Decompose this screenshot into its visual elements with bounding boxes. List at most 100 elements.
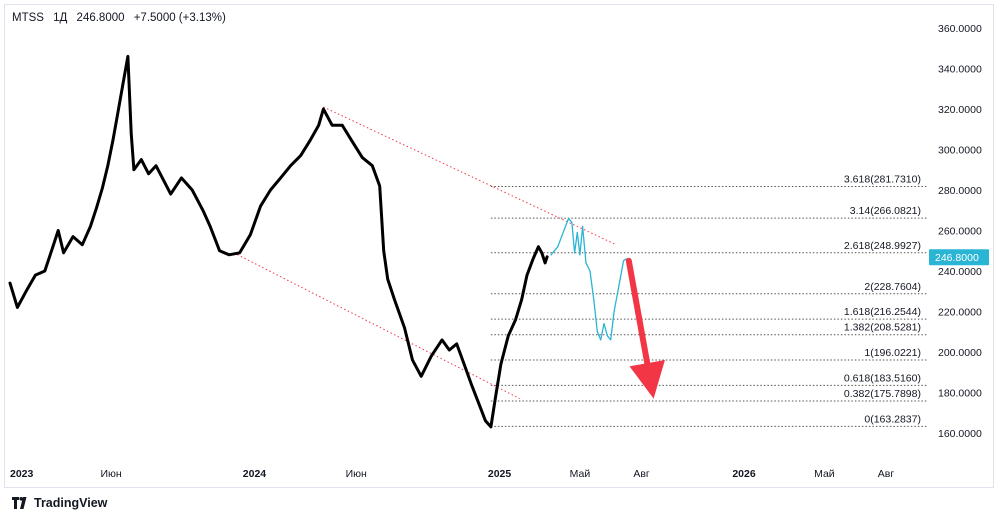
price-point	[420, 375, 422, 377]
price-point	[494, 395, 497, 398]
fib-level-label: 0.382(175.7898)	[844, 388, 921, 400]
price-point	[170, 193, 172, 195]
y-tick-label: 180.0000	[938, 388, 982, 400]
price-point	[341, 124, 343, 126]
y-tick-label: 240.0000	[938, 266, 982, 278]
projection-point	[606, 335, 608, 337]
price-point	[430, 355, 432, 357]
price-point	[259, 205, 262, 207]
x-tick-label: 2024	[243, 468, 267, 480]
price-point	[72, 235, 74, 238]
y-tick-label: 200.0000	[938, 347, 982, 359]
price-point	[546, 256, 548, 258]
x-tick-label: Май	[570, 468, 591, 480]
price-point	[484, 420, 487, 422]
price-point	[16, 306, 18, 309]
price-point	[95, 207, 97, 209]
price-point	[393, 298, 396, 300]
price-point	[107, 165, 109, 167]
price-point	[456, 343, 458, 345]
price-point	[52, 246, 54, 248]
projection-point	[593, 300, 595, 302]
price-point	[180, 177, 183, 179]
price-point	[541, 252, 543, 254]
projection-point	[622, 260, 625, 262]
fibonacci-extension[interactable]: 3.618(281.7310) 3.14(266.0821) 2.618(248.9…	[490, 173, 928, 427]
price-point	[117, 112, 119, 114]
series-layer	[8, 54, 627, 429]
price-point	[89, 225, 91, 228]
y-tick-label: 320.0000	[938, 104, 982, 116]
brand-footer[interactable]: TradingView	[12, 494, 107, 512]
price-point	[219, 250, 221, 252]
x-tick-label: Июн	[346, 468, 367, 480]
brand-name: TradingView	[34, 496, 108, 510]
projection-point	[589, 270, 591, 272]
trend-line	[233, 252, 520, 400]
price-point	[300, 154, 302, 157]
price-point	[249, 233, 252, 236]
projection-point	[603, 323, 605, 325]
price-point	[532, 258, 534, 260]
price-point	[371, 165, 373, 167]
fib-level-label: 3.14(266.0821)	[850, 205, 921, 217]
price-point	[331, 124, 333, 126]
price-point	[500, 363, 502, 365]
chart-frame[interactable]	[4, 4, 994, 488]
arrow-head	[629, 359, 665, 399]
price-point	[537, 246, 540, 248]
y-tick-label: 340.0000	[938, 64, 982, 76]
price-point	[57, 229, 59, 232]
time-axis[interactable]: 2023 Июн 2024 Июн 2025 Май Авг 2026 Май Авг	[10, 468, 894, 480]
projection-point	[567, 217, 570, 219]
projection-series	[550, 217, 627, 341]
price-point	[322, 108, 325, 110]
projection-point	[573, 252, 576, 254]
current-price-label: 246.8000	[935, 252, 979, 264]
current-price-badge	[929, 249, 989, 266]
projection-point	[600, 339, 602, 341]
price-point	[411, 359, 414, 361]
x-tick-label: 2023	[10, 468, 34, 480]
projection-point	[610, 339, 612, 341]
y-tick-label: 280.0000	[938, 185, 982, 197]
symbol-name[interactable]: MTSS	[12, 12, 44, 24]
price-point	[387, 278, 389, 280]
price-point	[34, 274, 37, 276]
price-point	[515, 319, 517, 321]
price-point	[379, 185, 381, 187]
symbol-header: MTSS 1Д 246.8000 +7.5000 (+3.13%)	[12, 12, 232, 24]
price-point	[351, 140, 353, 142]
price-point	[62, 252, 65, 254]
price-series	[8, 54, 549, 429]
forecast-arrow[interactable]	[625, 257, 665, 399]
trend-channel[interactable]	[233, 106, 617, 400]
last-price: 246.8000	[76, 12, 125, 24]
price-axis[interactable]: 160.0000 180.0000 200.0000 220.0000 240.0000…	[929, 23, 989, 440]
price-point	[290, 165, 292, 167]
price-point	[507, 335, 509, 337]
projection-point	[579, 254, 581, 256]
price-point	[101, 187, 104, 189]
arrow-shaft	[625, 257, 651, 367]
x-tick-label: 2025	[488, 468, 512, 480]
y-tick-label: 220.0000	[938, 307, 982, 319]
price-point	[448, 349, 450, 351]
fib-level-label: 3.618(281.7310)	[844, 173, 921, 185]
price-point	[162, 179, 164, 181]
interval-label[interactable]: 1Д	[53, 12, 68, 24]
y-tick-label: 260.0000	[938, 226, 982, 238]
x-tick-label: 2026	[732, 468, 756, 480]
price-point	[490, 426, 492, 428]
price-point	[463, 363, 465, 365]
price-point	[521, 298, 523, 300]
y-tick-label: 300.0000	[938, 145, 982, 157]
projection-point	[576, 231, 578, 234]
projection-point	[571, 221, 573, 223]
price-chart[interactable]: 3.618(281.7310) 3.14(266.0821) 2.618(248.9…	[0, 0, 1000, 490]
projection-point	[557, 246, 559, 248]
price-change: +7.5000 (+3.13%)	[133, 12, 226, 24]
price-point	[133, 169, 135, 171]
projection-line	[550, 217, 627, 341]
price-point	[44, 270, 46, 272]
